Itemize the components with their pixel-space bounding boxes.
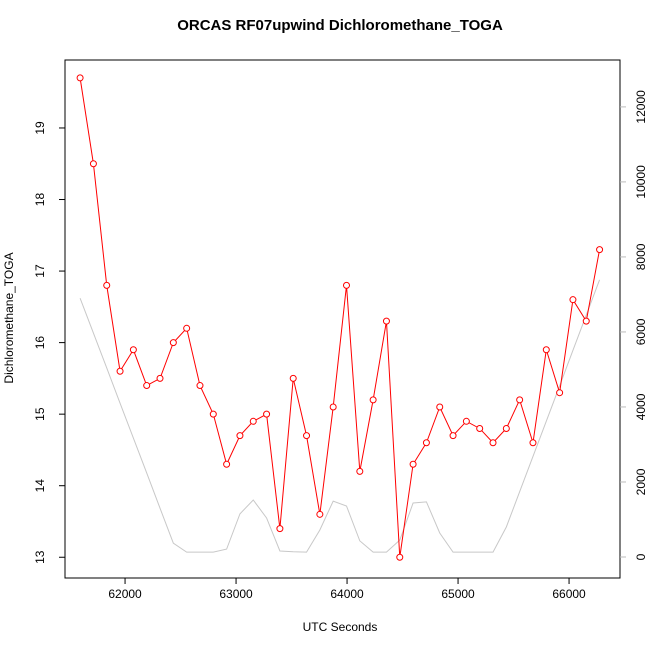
point (116, 367, 124, 375)
point (236, 432, 244, 440)
y-tick-label: 16 (33, 336, 47, 350)
y-tick-label: 14 (33, 479, 47, 493)
y-axis-label: Dichloromethane_TOGA (2, 252, 16, 383)
point (476, 424, 484, 432)
point (129, 346, 137, 354)
point (89, 160, 97, 168)
chart-title: ORCAS RF07upwind Dichloromethane_TOGA (177, 17, 503, 34)
series-line (79, 279, 601, 553)
series-line (79, 77, 601, 558)
plot-frame (64, 59, 621, 579)
point (329, 403, 337, 411)
point (569, 296, 577, 304)
y2-tick-label: 12000 (634, 90, 648, 124)
point (422, 439, 430, 447)
point (183, 324, 191, 332)
y2-tick-label: 0 (634, 553, 648, 560)
point (542, 346, 550, 354)
point (356, 467, 364, 475)
point (209, 410, 217, 418)
x-axis-label: UTC Seconds (303, 620, 378, 634)
y2-tick-label: 10000 (634, 165, 648, 199)
point (249, 417, 257, 425)
point (529, 439, 537, 447)
point (409, 460, 417, 468)
y2-tick-label: 6000 (634, 318, 648, 345)
point (502, 424, 510, 432)
x-tick-label: 65000 (441, 587, 475, 601)
y-tick-label: 17 (33, 264, 47, 278)
x-tick-label: 64000 (330, 587, 364, 601)
point (449, 432, 457, 440)
y2-tick-label: 4000 (634, 393, 648, 420)
point (169, 339, 177, 347)
point (516, 396, 524, 404)
y-tick-label: 18 (33, 193, 47, 207)
point (342, 281, 350, 289)
point (462, 417, 470, 425)
y2-tick-label: 2000 (634, 468, 648, 495)
y-tick-label: 15 (33, 407, 47, 421)
point (276, 525, 284, 533)
point (382, 317, 390, 325)
point (396, 553, 404, 561)
point (436, 403, 444, 411)
point (156, 374, 164, 382)
point (223, 460, 231, 468)
point (596, 246, 604, 254)
point (303, 432, 311, 440)
point (316, 510, 324, 518)
point (489, 439, 497, 447)
point (103, 281, 111, 289)
point (289, 374, 297, 382)
x-tick-label: 63000 (219, 587, 253, 601)
point (582, 317, 590, 325)
point (76, 74, 84, 82)
point (196, 382, 204, 390)
y2-tick-label: 8000 (634, 243, 648, 270)
y-tick-label: 13 (33, 550, 47, 564)
x-tick-label: 66000 (552, 587, 586, 601)
y-tick-label: 19 (33, 121, 47, 135)
point (556, 389, 564, 397)
point (143, 382, 151, 390)
x-tick-label: 62000 (108, 587, 142, 601)
point (369, 396, 377, 404)
point (263, 410, 271, 418)
